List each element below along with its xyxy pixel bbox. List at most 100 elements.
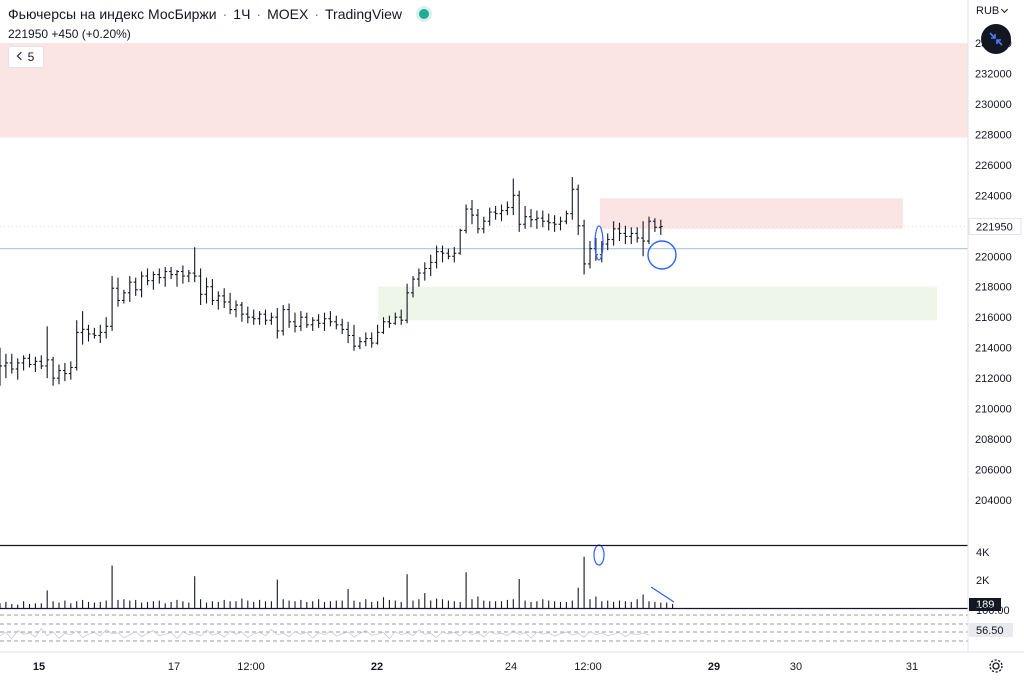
ohlc-bar	[357, 337, 362, 350]
ohlc-bar	[570, 177, 575, 220]
ohlc-bar	[647, 216, 651, 245]
ohlc-bar	[269, 312, 274, 325]
ohlc-bar	[121, 289, 126, 304]
oscillator-current-label-box	[969, 623, 1013, 637]
time-tick-label: 12:00	[574, 661, 602, 673]
drawing-circle-last[interactable]	[647, 240, 677, 270]
price-tick-label: 228000	[975, 129, 1012, 141]
ohlc-bar	[487, 207, 492, 226]
ohlc-bar	[281, 305, 286, 336]
ohlc-bar	[45, 326, 50, 379]
ohlc-bar	[239, 301, 244, 322]
ohlc-bar	[33, 356, 38, 373]
ohlc-bar	[352, 324, 356, 351]
time-tick-label: 17	[168, 661, 180, 673]
ohlc-bar	[127, 276, 132, 302]
volume-current-label-box	[969, 598, 1001, 611]
fullscreen-button[interactable]	[981, 24, 1011, 54]
ohlc-bar	[169, 266, 174, 280]
ohlc-bar	[210, 279, 215, 306]
ohlc-bar	[641, 221, 646, 257]
ohlc-bar	[558, 216, 563, 231]
collapse-arrows-icon	[989, 32, 1003, 46]
ohlc-bar	[304, 312, 309, 328]
supply-zone-upper[interactable]	[0, 43, 968, 138]
last-price: 221950	[8, 27, 49, 41]
volume-tick-label: 4K	[976, 547, 990, 559]
price-axis[interactable]	[968, 0, 1024, 678]
chevron-down-icon	[1001, 5, 1009, 14]
ohlc-bar	[511, 178, 516, 216]
gear-icon	[989, 659, 1003, 673]
price-tick-label: 204000	[975, 495, 1012, 507]
ohlc-bar	[629, 227, 634, 245]
ohlc-bar	[363, 332, 368, 347]
settings-button[interactable]	[986, 656, 1006, 676]
current-price-label: 221950	[976, 222, 1013, 234]
drawing-ellipse-volume[interactable]	[593, 544, 605, 566]
current-price-label-box	[968, 218, 1022, 236]
price-tick-label: 214000	[975, 343, 1012, 355]
ohlc-bar	[470, 199, 474, 225]
currency-selector[interactable]: RUB	[976, 5, 1009, 17]
ohlc-bar	[475, 209, 480, 234]
ohlc-bar	[175, 269, 179, 287]
price-change: +450 (+0.20%)	[51, 27, 131, 41]
symbol-title[interactable]: Фьючерсы на индекс МосБиржи	[8, 6, 217, 22]
price-tick-label: 212000	[975, 373, 1012, 385]
oscillator-pane	[0, 614, 968, 642]
ohlc-bar	[399, 309, 404, 325]
ohlc-bar	[458, 228, 463, 255]
ohlc-bar	[434, 245, 439, 269]
ohlc-bar	[334, 315, 339, 330]
ohlc-bar	[275, 308, 280, 339]
symbol-header: Фьючерсы на индекс МосБиржи · 1Ч · MOEX …	[8, 6, 433, 22]
ohlc-bar	[316, 314, 321, 328]
ohlc-bar	[57, 364, 61, 385]
ohlc-bar	[428, 254, 433, 277]
price-tick-label: 210000	[975, 404, 1012, 416]
ohlc-bar	[387, 315, 392, 328]
ohlc-bar	[523, 205, 528, 229]
live-dot-icon	[416, 6, 433, 22]
ohlc-bar	[116, 277, 120, 307]
drawing-trendline-volume[interactable]	[650, 586, 675, 603]
ohlc-bar	[611, 221, 616, 246]
ohlc-bar	[481, 216, 486, 234]
ohlc-bar	[3, 353, 8, 379]
drawing-ellipse-high[interactable]	[594, 225, 604, 261]
ohlc-bar	[393, 312, 398, 325]
ohlc-bar	[222, 288, 227, 309]
ohlc-bar	[180, 265, 185, 284]
price-tick-label: 232000	[975, 68, 1012, 80]
price-tick-label: 218000	[975, 282, 1012, 294]
supply-zone-near[interactable]	[600, 198, 903, 229]
indicators-toggle-button[interactable]: 5	[8, 46, 44, 68]
ohlc-bar	[493, 205, 498, 220]
ohlc-bar	[605, 233, 610, 251]
ohlc-bar	[27, 353, 32, 368]
interval-label[interactable]: 1Ч	[233, 6, 251, 22]
ohlc-bar	[257, 311, 262, 325]
ohlc-bar	[104, 317, 109, 339]
time-tick-label: 15	[33, 661, 45, 673]
time-tick-label: 12:00	[237, 661, 265, 673]
ohlc-bar	[411, 276, 415, 298]
quote-line: 221950 +450 (+0.20%)	[8, 27, 131, 41]
ohlc-bar	[145, 268, 150, 286]
ohlc-bar	[151, 271, 156, 290]
price-tick-label: 224000	[975, 190, 1012, 202]
ohlc-bar	[499, 204, 504, 222]
price-tick-label: 206000	[975, 465, 1012, 477]
price-tick-label: 230000	[975, 99, 1012, 111]
ohlc-bar	[540, 210, 545, 228]
ohlc-bar	[381, 317, 386, 334]
ohlc-bar	[198, 268, 203, 306]
ohlc-bar	[15, 358, 20, 380]
ohlc-bar	[576, 184, 581, 235]
ohlc-bar	[652, 218, 657, 232]
demand-zone[interactable]	[378, 286, 937, 321]
ohlc-bar	[369, 332, 374, 348]
ohlc-bar	[346, 321, 351, 344]
